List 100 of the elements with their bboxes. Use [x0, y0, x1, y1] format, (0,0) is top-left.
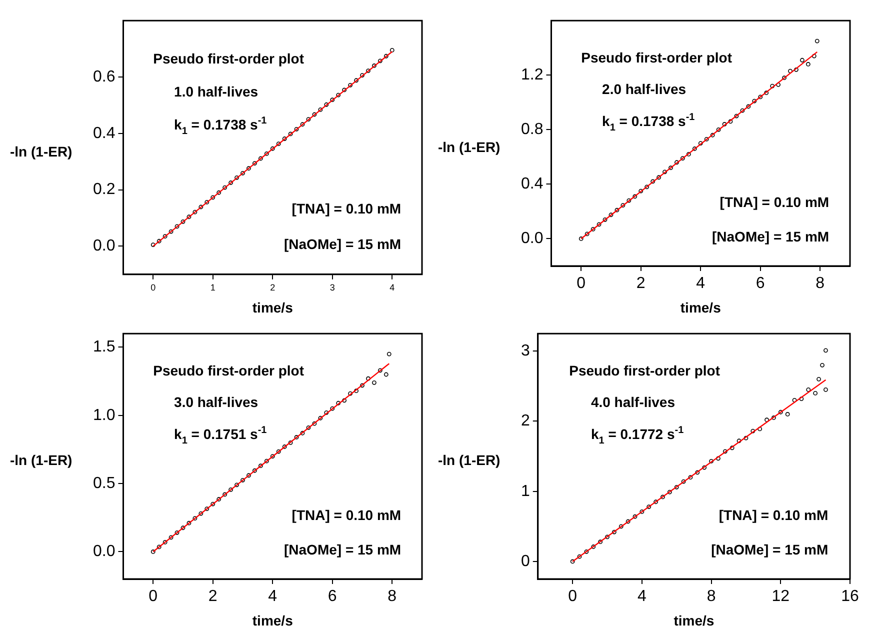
- x-tick-label: 4: [390, 282, 395, 292]
- point: [722, 449, 728, 454]
- point: [324, 102, 329, 107]
- point: [813, 390, 818, 396]
- point: [638, 188, 644, 194]
- x-tick-label: 8: [706, 588, 716, 606]
- point: [722, 122, 727, 126]
- point: [702, 465, 707, 470]
- x-tick-label: 0: [568, 588, 578, 606]
- x-tick-label: 0: [150, 282, 156, 292]
- point: [384, 54, 388, 58]
- point: [174, 224, 180, 229]
- point: [612, 530, 616, 534]
- point: [618, 524, 624, 529]
- point: [288, 132, 293, 136]
- point: [704, 137, 709, 142]
- point: [752, 98, 757, 104]
- point: [174, 530, 180, 535]
- point: [294, 435, 299, 440]
- point: [342, 398, 347, 403]
- point: [234, 175, 239, 180]
- point: [681, 479, 686, 484]
- y-tick-label: 1.2: [520, 66, 544, 84]
- point: [680, 156, 685, 160]
- point: [198, 204, 204, 210]
- x-tick-label: 4: [268, 588, 278, 606]
- point: [378, 368, 382, 373]
- y-tick-label: 1.5: [92, 338, 116, 356]
- point: [570, 559, 575, 564]
- point: [709, 459, 714, 464]
- point: [816, 376, 821, 382]
- x-tick-label: 1: [210, 282, 216, 292]
- y-axis-title: -ln (1-ER): [10, 452, 72, 468]
- x-tick-label: 8: [388, 588, 397, 606]
- point: [216, 497, 222, 502]
- point: [710, 132, 715, 138]
- y-tick-label: 0.5: [92, 474, 116, 492]
- point: [372, 380, 376, 385]
- point: [168, 535, 174, 540]
- annotation: 1.0 half-lives: [174, 84, 258, 100]
- point: [608, 212, 614, 218]
- point: [288, 440, 293, 445]
- point: [824, 387, 828, 392]
- annotation: 3.0 half-lives: [174, 394, 258, 410]
- point: [788, 68, 792, 74]
- point: [156, 238, 162, 244]
- x-tick-label: 8: [816, 275, 825, 292]
- x-tick-label: 2: [270, 282, 276, 292]
- point: [620, 203, 626, 208]
- point: [736, 438, 742, 444]
- point: [812, 54, 816, 58]
- x-tick-label: 2: [636, 275, 646, 292]
- point: [820, 362, 824, 368]
- point: [180, 219, 186, 224]
- point: [378, 58, 382, 64]
- point: [577, 554, 582, 559]
- point: [646, 504, 652, 509]
- point: [258, 156, 263, 161]
- point: [746, 104, 751, 109]
- point: [734, 114, 739, 118]
- y-axis-title: -ln (1-ER): [438, 452, 500, 468]
- x-tick-label: 2: [208, 588, 218, 606]
- point: [222, 492, 228, 497]
- point: [654, 500, 658, 504]
- point: [384, 372, 388, 377]
- point: [596, 222, 602, 227]
- point: [640, 509, 644, 514]
- annotation: [TNA] = 0.10 mM: [292, 507, 402, 524]
- point: [150, 242, 156, 247]
- point: [744, 436, 748, 440]
- point: [792, 398, 797, 402]
- point: [390, 48, 394, 52]
- point: [584, 232, 590, 236]
- annotation: 2.0 half-lives: [602, 81, 686, 98]
- point: [591, 544, 596, 549]
- point: [282, 136, 287, 141]
- point: [632, 514, 638, 519]
- point: [728, 119, 733, 124]
- y-tick-label: 0.8: [520, 121, 544, 138]
- y-tick-label: 0.2: [92, 181, 116, 198]
- point: [186, 520, 192, 526]
- point: [386, 352, 392, 356]
- point: [192, 516, 198, 521]
- y-tick-label: 0.0: [92, 543, 116, 560]
- point: [758, 94, 763, 100]
- point: [252, 468, 257, 473]
- point: [306, 425, 311, 430]
- point: [312, 112, 317, 117]
- point: [598, 540, 603, 544]
- x-tick-label: 4: [696, 275, 706, 292]
- point: [602, 217, 608, 222]
- point: [688, 475, 693, 480]
- annotation: [TNA] = 0.10 mM: [720, 194, 830, 210]
- point: [716, 456, 720, 461]
- point: [216, 190, 222, 195]
- point: [240, 478, 245, 482]
- annotation: [NaOMe] = 15 mM: [284, 541, 402, 558]
- point: [348, 391, 352, 396]
- annotation: Pseudo first-order plot: [569, 362, 720, 378]
- point: [650, 179, 656, 184]
